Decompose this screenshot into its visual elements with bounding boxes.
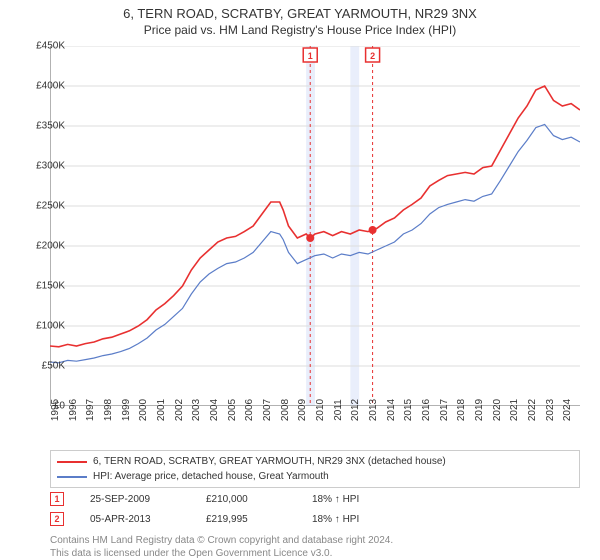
sale-date-1: 25-SEP-2009 [90, 494, 180, 505]
legend-row-property: 6, TERN ROAD, SCRATBY, GREAT YARMOUTH, N… [57, 454, 573, 469]
svg-text:1: 1 [308, 51, 313, 61]
legend-label-hpi: HPI: Average price, detached house, Grea… [93, 469, 329, 484]
sale-price-1: £210,000 [206, 494, 286, 505]
chart-container: 6, TERN ROAD, SCRATBY, GREAT YARMOUTH, N… [0, 0, 600, 560]
sale-row-2: 2 05-APR-2013 £219,995 18% ↑ HPI [50, 512, 580, 526]
sale-marker-2: 2 [50, 512, 64, 526]
sale-row-1: 1 25-SEP-2009 £210,000 18% ↑ HPI [50, 492, 580, 506]
chart-title: 6, TERN ROAD, SCRATBY, GREAT YARMOUTH, N… [0, 0, 600, 21]
legend-label-property: 6, TERN ROAD, SCRATBY, GREAT YARMOUTH, N… [93, 454, 446, 469]
plot-area: 12 [50, 46, 580, 406]
sale-pct-2: 18% ↑ HPI [312, 514, 359, 525]
sale-price-2: £219,995 [206, 514, 286, 525]
chart-svg: 12 [50, 46, 580, 406]
chart-subtitle: Price paid vs. HM Land Registry's House … [0, 21, 600, 43]
legend-row-hpi: HPI: Average price, detached house, Grea… [57, 469, 573, 484]
legend-swatch-hpi [57, 476, 87, 478]
sale-marker-1: 1 [50, 492, 64, 506]
sale-pct-1: 18% ↑ HPI [312, 494, 359, 505]
legend: 6, TERN ROAD, SCRATBY, GREAT YARMOUTH, N… [50, 450, 580, 488]
svg-text:2: 2 [370, 51, 375, 61]
sale-date-2: 05-APR-2013 [90, 514, 180, 525]
legend-swatch-property [57, 461, 87, 463]
attribution-line-1: Contains HM Land Registry data © Crown c… [50, 534, 580, 547]
attribution-line-2: This data is licensed under the Open Gov… [50, 547, 580, 560]
attribution: Contains HM Land Registry data © Crown c… [50, 534, 580, 560]
